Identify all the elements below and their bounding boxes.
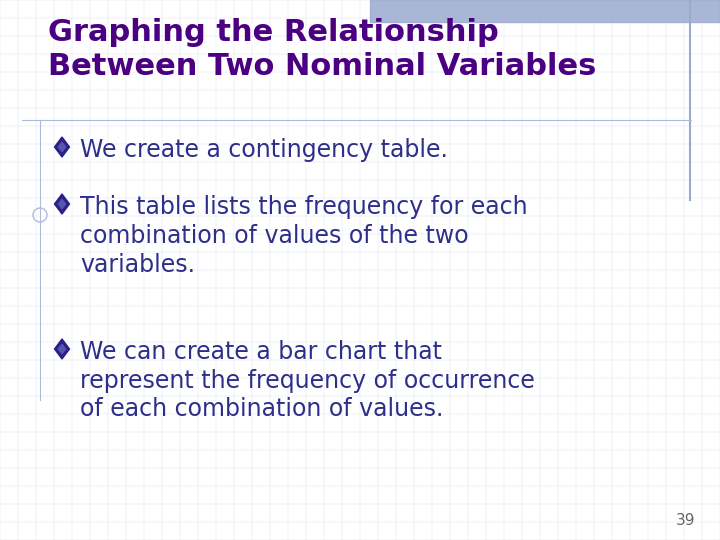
Bar xyxy=(370,0,720,22)
Polygon shape xyxy=(58,199,66,209)
Text: We create a contingency table.: We create a contingency table. xyxy=(80,138,448,162)
Polygon shape xyxy=(55,194,70,214)
Polygon shape xyxy=(58,142,66,152)
Polygon shape xyxy=(55,137,70,157)
Text: Graphing the Relationship
Between Two Nominal Variables: Graphing the Relationship Between Two No… xyxy=(48,18,596,80)
Text: We can create a bar chart that
represent the frequency of occurrence
of each com: We can create a bar chart that represent… xyxy=(80,340,535,422)
Polygon shape xyxy=(55,339,70,359)
Text: This table lists the frequency for each
combination of values of the two
variabl: This table lists the frequency for each … xyxy=(80,195,528,276)
Polygon shape xyxy=(58,344,66,354)
Text: 39: 39 xyxy=(675,513,695,528)
